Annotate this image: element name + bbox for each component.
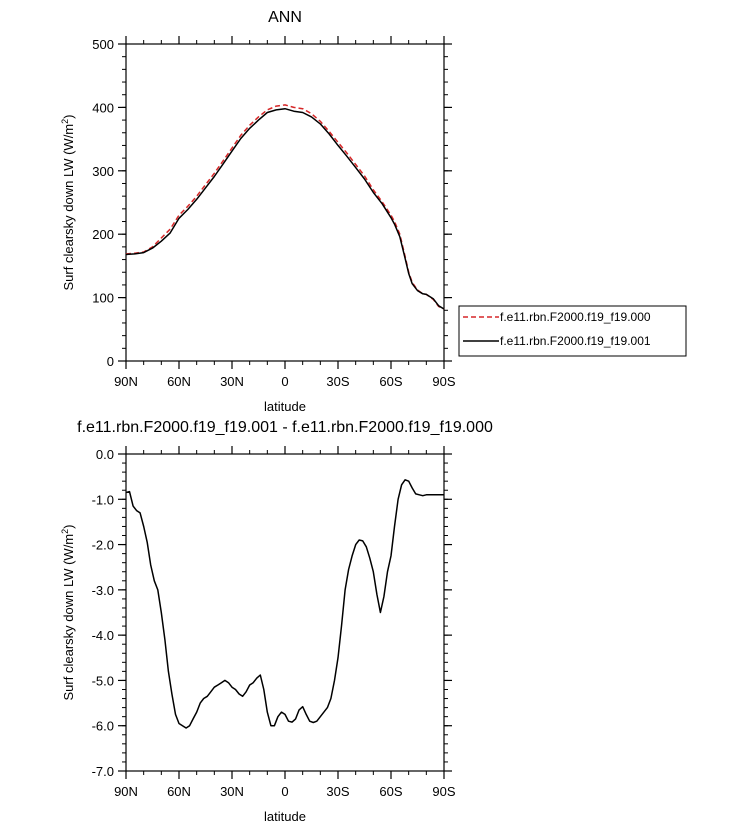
legend-box xyxy=(458,305,687,357)
bottom-x-tick-label: 0 xyxy=(281,784,288,799)
bottom-plot-frame xyxy=(125,453,445,772)
top-series-line-0 xyxy=(125,104,445,310)
top-x-tick-label: 60N xyxy=(167,374,191,389)
top-x-axis: 90N 60N 30N 0 30S 60S 90S xyxy=(114,36,456,389)
bottom-series-group xyxy=(125,479,444,729)
top-x-tick-label: 90N xyxy=(114,374,138,389)
top-x-tick-label: 90S xyxy=(432,374,455,389)
top-y-tick-label: 100 xyxy=(92,291,114,306)
bottom-x-tick-label: 30N xyxy=(220,784,244,799)
legend-label-series-0: f.e11.rbn.F2000.f19_f19.000 xyxy=(500,310,651,324)
bottom-x-tick-label: 30S xyxy=(326,784,349,799)
legend-label-series-1: f.e11.rbn.F2000.f19_f19.001 xyxy=(500,334,651,348)
top-x-tick-label: 0 xyxy=(281,374,288,389)
top-y-tick-label: 200 xyxy=(92,227,114,242)
top-series-group xyxy=(125,104,445,310)
bottom-y-tick-label: -7.0 xyxy=(92,764,114,779)
bottom-panel: f.e11.rbn.F2000.f19_f19.001 - f.e11.rbn.… xyxy=(60,419,493,824)
legend: f.e11.rbn.F2000.f19_f19.000 f.e11.rbn.F2… xyxy=(458,305,687,357)
top-y-tick-label: 500 xyxy=(92,37,114,52)
bottom-x-tick-label: 90N xyxy=(114,784,138,799)
top-y-axis: 0 100 200 300 400 500 xyxy=(92,37,452,369)
top-y-tick-label: 0 xyxy=(107,354,114,369)
top-plot-frame xyxy=(125,43,445,362)
bottom-y-tick-label: -2.0 xyxy=(92,538,114,553)
top-y-tick-label: 300 xyxy=(92,164,114,179)
top-chart-title: ANN xyxy=(268,9,302,26)
top-x-axis-label: latitude xyxy=(264,399,306,414)
top-y-tick-label: 400 xyxy=(92,100,114,115)
bottom-chart-title: f.e11.rbn.F2000.f19_f19.001 - f.e11.rbn.… xyxy=(77,419,493,436)
top-series-line-1 xyxy=(125,107,445,310)
bottom-x-tick-label: 60N xyxy=(167,784,191,799)
bottom-x-tick-label: 90S xyxy=(432,784,455,799)
bottom-y-tick-label: -4.0 xyxy=(92,628,114,643)
bottom-x-axis-label: latitude xyxy=(264,809,306,824)
bottom-y-tick-label: -3.0 xyxy=(92,583,114,598)
bottom-y-tick-label: 0.0 xyxy=(96,447,114,462)
bottom-y-tick-label: -6.0 xyxy=(92,719,114,734)
bottom-x-axis: 90N 60N 30N 0 30S 60S 90S xyxy=(114,446,456,799)
bottom-series-line-0 xyxy=(125,479,444,729)
bottom-y-axis-label: Surf clearsky down LW (W/m2) xyxy=(60,525,76,701)
top-y-axis-label: Surf clearsky down LW (W/m2) xyxy=(60,115,76,291)
bottom-x-tick-label: 60S xyxy=(379,784,402,799)
top-panel: ANN 0 100 200 300 400 500 90N 60N 30N 0 30S 60S 90S… xyxy=(60,9,456,414)
top-x-tick-label: 60S xyxy=(379,374,402,389)
top-x-tick-label: 30N xyxy=(220,374,244,389)
bottom-y-tick-label: -5.0 xyxy=(92,673,114,688)
bottom-y-tick-label: -1.0 xyxy=(92,492,114,507)
top-x-tick-label: 30S xyxy=(326,374,349,389)
bottom-y-axis: 0.0 -1.0 -2.0 -3.0 -4.0 -5.0 -6.0 -7.0 xyxy=(92,447,452,779)
